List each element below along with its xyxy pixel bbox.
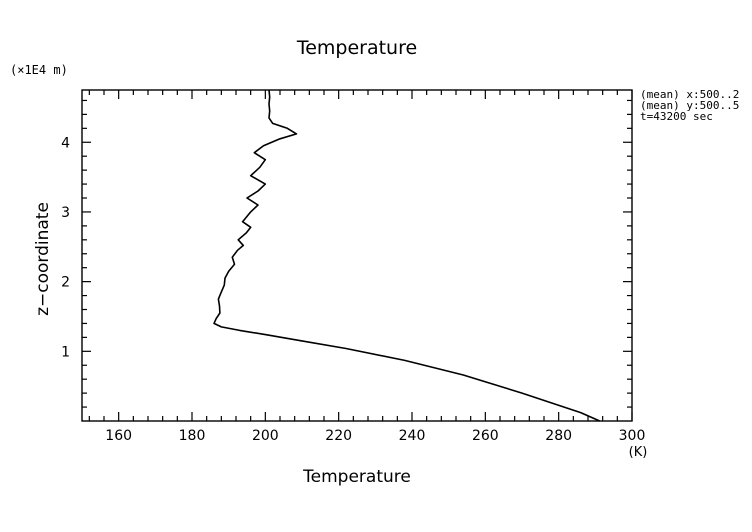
- temperature-profile-line: [213, 89, 601, 422]
- x-tick-label: 240: [399, 428, 426, 444]
- x-tick-label: 160: [105, 428, 132, 444]
- x-tick-label: 180: [179, 428, 206, 444]
- y-unit-label: (×1E4 m): [10, 63, 68, 77]
- x-tick-label: 260: [472, 428, 499, 444]
- y-tick-label: 4: [61, 135, 70, 151]
- annotation-text: (mean) y:500..5: [640, 99, 739, 112]
- x-tick-label: 200: [252, 428, 279, 444]
- tick-labels-group: 160 180 200 220 240 260 280 300 1 2 3 4: [61, 135, 645, 444]
- y-tick-label: 2: [61, 275, 70, 291]
- x-axis-label: Temperature: [302, 467, 411, 487]
- plot-frame: [81, 89, 633, 422]
- x-unit-label: (K): [629, 445, 648, 460]
- y-tick-label: 1: [61, 344, 70, 360]
- annotation-text: (mean) x:500..2: [640, 88, 739, 101]
- x-tick-label: 280: [545, 428, 572, 444]
- ticks-group: [82, 90, 633, 421]
- x-tick-label: 300: [619, 428, 646, 444]
- chart-title: Temperature: [296, 37, 417, 59]
- annotation-text: t=43200 sec: [640, 110, 713, 123]
- y-tick-label: 3: [61, 205, 70, 221]
- annotation-group: (mean) x:500..2(mean) y:500..5t=43200 se…: [640, 88, 739, 123]
- y-axis-label: z−coordinate: [33, 202, 53, 316]
- x-tick-label: 220: [325, 428, 352, 444]
- y-axis-label-group: z−coordinate: [33, 202, 53, 316]
